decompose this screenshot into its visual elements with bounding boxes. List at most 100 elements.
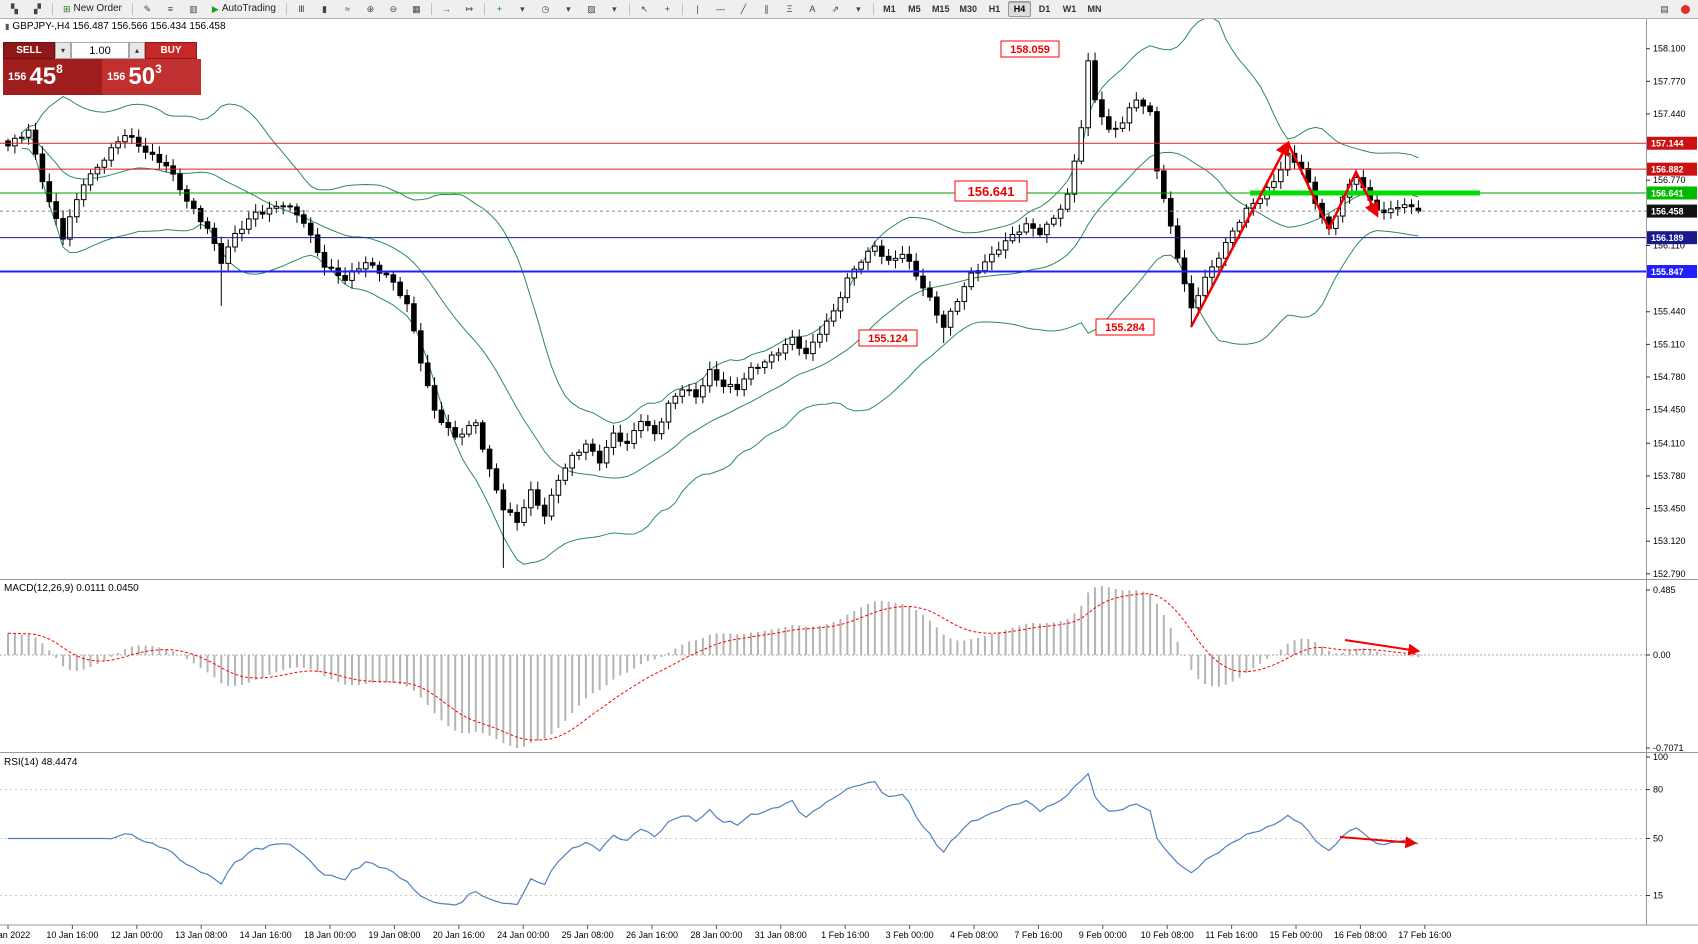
- autotrading-button[interactable]: ▶ AutoTrading: [206, 1, 282, 17]
- macd-annotation-arrow[interactable]: [1344, 639, 1421, 656]
- svg-text:100: 100: [1653, 752, 1668, 762]
- window-list-icon[interactable]: ▤: [1654, 1, 1675, 17]
- horizontal-line-icon: —: [715, 4, 725, 14]
- volume-up-button[interactable]: ▴: [129, 42, 145, 59]
- svg-text:50: 50: [1653, 834, 1663, 844]
- navigator-icon[interactable]: ▥: [183, 1, 204, 17]
- buy-button[interactable]: BUY: [145, 42, 197, 59]
- horizontal-line-icon[interactable]: —: [710, 1, 731, 17]
- macd-panel[interactable]: [0, 586, 1646, 748]
- svg-text:3 Jan 2022: 3 Jan 2022: [0, 930, 30, 940]
- macd-axis[interactable]: 0.485 0.00 -0.7071: [1646, 585, 1684, 753]
- svg-text:17 Feb 16:00: 17 Feb 16:00: [1398, 930, 1451, 940]
- timeframe-mn[interactable]: MN: [1087, 4, 1102, 14]
- ask-price[interactable]: 156 50 3: [102, 59, 201, 95]
- time-axis[interactable]: 3 Jan 2022 10 Jan 16:00 12 Jan 00:00 13 Jan…: [0, 925, 1451, 940]
- svg-text:153.120: 153.120: [1653, 536, 1686, 546]
- svg-text:158.059: 158.059: [1010, 44, 1050, 56]
- symbol-ohlc-text: GBPJPY-,H4 156.487 156.566 156.434 156.4…: [12, 21, 226, 32]
- rsi-annotation-arrow[interactable]: [1339, 836, 1418, 849]
- periods-icon[interactable]: ◷: [535, 1, 556, 17]
- bollinger-upper: [21, 18, 1419, 424]
- channel-icon: ∥: [764, 4, 769, 14]
- line-chart-icon[interactable]: ≈: [337, 1, 358, 17]
- tile-windows-icon: ▦: [412, 4, 421, 14]
- templates-dropdown-icon: ▾: [612, 4, 617, 14]
- trend-arrows[interactable]: [1189, 140, 1379, 328]
- volume-down-button[interactable]: ▾: [55, 42, 71, 59]
- bar-chart-icon[interactable]: Ⅲ: [291, 1, 312, 17]
- timeframe-m5[interactable]: M5: [908, 4, 921, 14]
- new-chart-icon[interactable]: ▚: [4, 1, 25, 17]
- channel-icon[interactable]: ∥: [756, 1, 777, 17]
- svg-text:4 Feb 08:00: 4 Feb 08:00: [950, 930, 998, 940]
- rsi-axis[interactable]: 100 80 50 15: [1646, 752, 1668, 901]
- auto-scroll-icon[interactable]: →: [436, 1, 457, 17]
- svg-text:31 Jan 08:00: 31 Jan 08:00: [755, 930, 807, 940]
- rsi-panel[interactable]: [0, 772, 1646, 906]
- new-order-button[interactable]: ⊞ New Order: [57, 1, 128, 17]
- timeframe-h1[interactable]: H1: [988, 4, 1001, 14]
- profiles-icon[interactable]: ▞: [27, 1, 48, 17]
- templates-dropdown-icon[interactable]: ▾: [604, 1, 625, 17]
- crosshair-icon: +: [664, 4, 671, 14]
- trendline-icon[interactable]: ╱: [733, 1, 754, 17]
- indicators-icon: +: [496, 4, 503, 14]
- arrow-objects-icon: ⇗: [831, 4, 840, 14]
- svg-text:80: 80: [1653, 785, 1663, 795]
- candlestick-chart-icon[interactable]: ▮: [314, 1, 335, 17]
- vertical-line-icon[interactable]: |: [687, 1, 708, 17]
- chart-annotations[interactable]: 158.059 156.641 155.124 155.284: [858, 40, 1155, 347]
- new-order-icon: ⊞: [63, 4, 71, 14]
- main-chart-area[interactable]: 158.059 156.641 155.124 155.284: [0, 18, 1646, 568]
- navigator-icon: ▥: [189, 4, 198, 14]
- crosshair-icon[interactable]: +: [657, 1, 678, 17]
- bar-chart-icon: Ⅲ: [298, 4, 305, 14]
- svg-text:156.882: 156.882: [1651, 165, 1684, 175]
- svg-text:155.440: 155.440: [1653, 307, 1686, 317]
- price-axis[interactable]: 158.100 157.770 157.440 156.770 156.110 155.4…: [1646, 44, 1697, 579]
- notification-dot[interactable]: [1681, 4, 1690, 14]
- zoom-in-icon[interactable]: ⊕: [360, 1, 381, 17]
- tile-windows-icon[interactable]: ▦: [406, 1, 427, 17]
- objects-dropdown-icon: ▾: [856, 4, 861, 14]
- timeframe-m1[interactable]: M1: [883, 4, 896, 14]
- timeframe-m30[interactable]: M30: [959, 4, 977, 14]
- svg-text:155.284: 155.284: [1105, 322, 1146, 334]
- svg-text:158.100: 158.100: [1653, 44, 1686, 54]
- trend-arrow-1: [1189, 140, 1290, 328]
- metaeditor-icon: ✎: [143, 4, 152, 14]
- svg-text:157.770: 157.770: [1653, 76, 1686, 86]
- zoom-out-icon[interactable]: ⊖: [383, 1, 404, 17]
- svg-text:20 Jan 16:00: 20 Jan 16:00: [433, 930, 485, 940]
- volume-input[interactable]: [71, 42, 129, 59]
- indicators-dropdown-icon[interactable]: ▾: [512, 1, 533, 17]
- arrow-objects-icon[interactable]: ⇗: [825, 1, 846, 17]
- cursor-icon[interactable]: ↖: [634, 1, 655, 17]
- svg-text:28 Jan 00:00: 28 Jan 00:00: [690, 930, 742, 940]
- trend-arrow-2: [1286, 142, 1379, 232]
- timeframe-w1[interactable]: W1: [1062, 4, 1077, 14]
- one-click-trading-panel: SELL ▾ ▴ BUY 156 45 8 156 50 3: [3, 42, 201, 95]
- periods-dropdown-icon[interactable]: ▾: [558, 1, 579, 17]
- timeframe-h4[interactable]: H4: [1007, 1, 1031, 17]
- chart-shift-icon: ↦: [465, 4, 474, 14]
- metaeditor-icon[interactable]: ✎: [137, 1, 158, 17]
- indicators-icon[interactable]: +: [489, 1, 510, 17]
- timeframe-d1[interactable]: D1: [1038, 4, 1051, 14]
- timeframe-m15[interactable]: M15: [931, 4, 950, 14]
- market-watch-icon[interactable]: ≡: [160, 1, 181, 17]
- svg-text:12 Jan 00:00: 12 Jan 00:00: [111, 930, 163, 940]
- objects-dropdown-icon[interactable]: ▾: [848, 1, 869, 17]
- chart-shift-icon[interactable]: ↦: [459, 1, 480, 17]
- text-label-icon[interactable]: A: [802, 1, 823, 17]
- svg-text:156.110: 156.110: [1653, 240, 1685, 250]
- bid-price[interactable]: 156 45 8: [3, 59, 102, 95]
- fibonacci-icon[interactable]: Ξ: [779, 1, 800, 17]
- annotation-box: [858, 329, 918, 347]
- templates-icon[interactable]: ▨: [581, 1, 602, 17]
- sell-button[interactable]: SELL: [3, 42, 55, 59]
- svg-text:14 Jan 16:00: 14 Jan 16:00: [240, 930, 292, 940]
- panel-frame: [0, 18, 1698, 926]
